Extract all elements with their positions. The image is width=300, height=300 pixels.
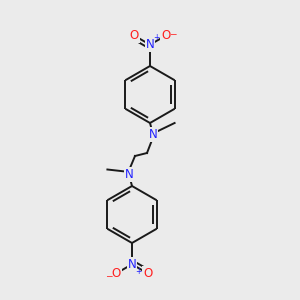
Text: O: O [161, 29, 170, 42]
Text: +: + [135, 267, 141, 276]
Text: N: N [148, 128, 158, 141]
Text: O: O [143, 267, 152, 280]
Text: O: O [112, 267, 121, 280]
Text: −: − [169, 29, 176, 38]
Text: O: O [130, 29, 139, 42]
Text: N: N [128, 258, 136, 271]
Text: N: N [146, 38, 154, 51]
Text: +: + [153, 33, 159, 42]
Text: N: N [124, 168, 134, 181]
Text: −: − [106, 271, 113, 280]
